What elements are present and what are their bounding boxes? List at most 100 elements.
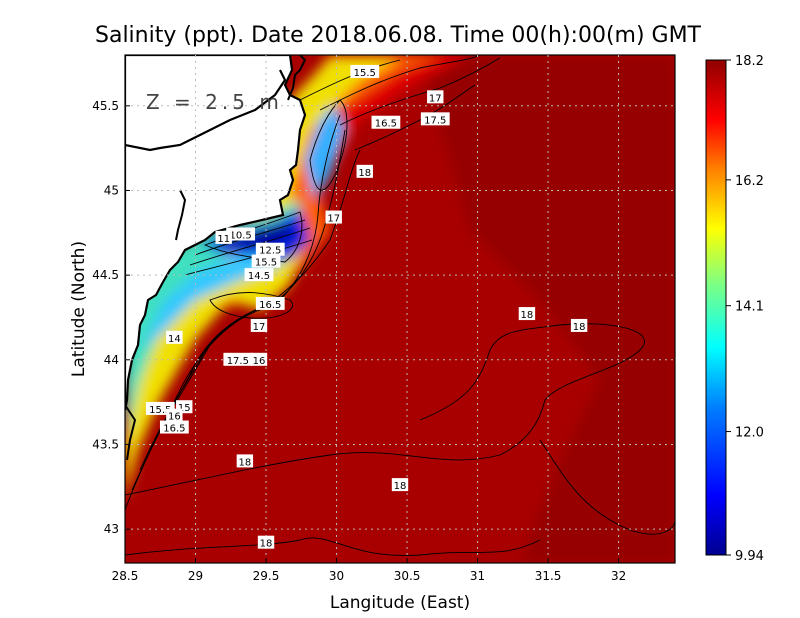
y-tick-label: 43.5 [92, 437, 119, 451]
contour-label-bg [570, 318, 588, 332]
contour-18-offshore [125, 323, 645, 496]
contour-label: 18 [236, 454, 254, 468]
colorbar-tick-label: 9.94 [735, 549, 764, 564]
x-tick-label: 28.5 [112, 569, 139, 583]
contour-label-bg [244, 268, 274, 282]
north-coast [287, 55, 307, 101]
land-mask [125, 55, 307, 461]
contour-label-text: 17 [327, 214, 340, 225]
contour-label: 15.5 [350, 64, 380, 79]
x-tick-label: 30 [329, 569, 344, 583]
contour-label-text: 16.5 [163, 424, 185, 435]
contour-label: 16 [250, 352, 268, 367]
contour-label: 11 [215, 230, 232, 245]
contour-label-bg [356, 164, 373, 178]
contour-label-text: 15.5 [255, 258, 277, 269]
colorbar-tick-label: 18.2 [735, 54, 764, 69]
contour-label-bg [518, 307, 536, 321]
contour-label-text: 18 [260, 539, 273, 550]
contour-label: 17.5 [420, 112, 450, 126]
contour-label-bg [166, 408, 183, 422]
contour-north-3 [339, 57, 501, 126]
contour-label-text: 18 [394, 481, 407, 492]
contour-label-text: 15.5 [354, 68, 376, 79]
contour-label-text: 14 [168, 334, 181, 345]
x-tick-label: 29 [188, 569, 203, 583]
colorbar [705, 59, 727, 556]
contour-label-text: 16 [168, 412, 181, 423]
contour-label: 18 [356, 164, 373, 179]
contour-label-text: 18 [521, 310, 534, 321]
contour-label: 16 [166, 408, 183, 423]
contour-label-bg [251, 254, 281, 268]
contour-label: 12.5 [255, 242, 285, 257]
y-tick-label: 43 [104, 522, 119, 536]
y-tick-label: 45.5 [92, 99, 119, 113]
contour-label: 16.5 [371, 115, 401, 130]
plot-frame [124, 54, 676, 564]
contour-north-4 [354, 84, 476, 151]
contour-eddy [209, 292, 293, 319]
y-tick-label: 44 [104, 353, 119, 367]
contour-label-bg [255, 242, 285, 256]
contour-label-bg [223, 352, 253, 366]
x-axis-ticks: 28.5 29 29.5 30 30.5 31 31.5 32 [112, 558, 626, 583]
colorbar-tick-label: 12.0 [735, 426, 764, 441]
contour-label-bg [350, 64, 380, 78]
contour-label-bg [166, 330, 183, 344]
x-tick-label: 32 [611, 569, 626, 583]
contour-label: 17 [325, 210, 342, 225]
contour-label-bg [226, 227, 256, 241]
contour-label-text: 18 [573, 322, 586, 333]
contour-label: 18 [257, 535, 275, 550]
contour-label-bg [236, 454, 254, 468]
contour-label-text: 14.5 [248, 271, 270, 282]
contour-label-text: 17 [429, 93, 442, 104]
contour-north-1 [299, 59, 401, 101]
colorbar-tick-label: 14.1 [735, 300, 764, 315]
contour-label-text: 15 [178, 403, 191, 414]
contour-label: 14.5 [244, 268, 274, 282]
y-tick-label: 44.5 [92, 268, 119, 282]
contour-label-text: 16.5 [375, 119, 397, 130]
contour-label-bg [391, 478, 409, 492]
contour-label-bg [420, 112, 450, 126]
contour-label-bg [250, 352, 268, 366]
contour-label: 16.5 [255, 296, 285, 311]
contour-label-bg [159, 420, 189, 434]
contour-label-text: 17.5 [227, 356, 249, 367]
contour-label: 17 [250, 318, 268, 333]
contour-label-text: 17.5 [424, 115, 446, 126]
contour-label-text: 17 [253, 322, 266, 333]
y-axis-label: Latitude (North) [69, 241, 89, 377]
contour-label-bg [215, 230, 232, 244]
contour-label-bg [250, 318, 268, 332]
contour-label: 10.5 [226, 227, 256, 241]
contour-label-bg [257, 535, 275, 549]
contour-label-text: 10.5 [230, 230, 252, 241]
contour-label-bg [325, 210, 342, 224]
contour-plume-2 [189, 227, 311, 266]
x-axis-label: Langitude (East) [330, 593, 470, 613]
x-tick-label: 31 [470, 569, 485, 583]
contour-label: 17.5 [223, 352, 253, 367]
contour-label-text: 16 [253, 356, 266, 367]
contour-label: 14 [166, 330, 183, 345]
x-tick-label: 31.5 [535, 569, 562, 583]
x-tick-label: 30.5 [394, 569, 421, 583]
y-tick-label: 45 [104, 183, 119, 197]
contour-label: 16.5 [159, 420, 189, 435]
lake-outline [175, 189, 187, 241]
contour-label-text: 18 [239, 457, 252, 468]
depth-annotation: Z = 2.5 m [146, 90, 283, 114]
x-tick-label: 29.5 [253, 569, 280, 583]
contour-label-text: 18 [358, 168, 371, 179]
contour-label-text: 15.5 [149, 405, 171, 416]
contour-label-bg [371, 115, 401, 129]
contour-label-bg [427, 90, 444, 104]
contour-label-text: 16.5 [259, 300, 281, 311]
chart-title: Salinity (ppt). Date 2018.06.08. Time 00… [95, 23, 702, 48]
